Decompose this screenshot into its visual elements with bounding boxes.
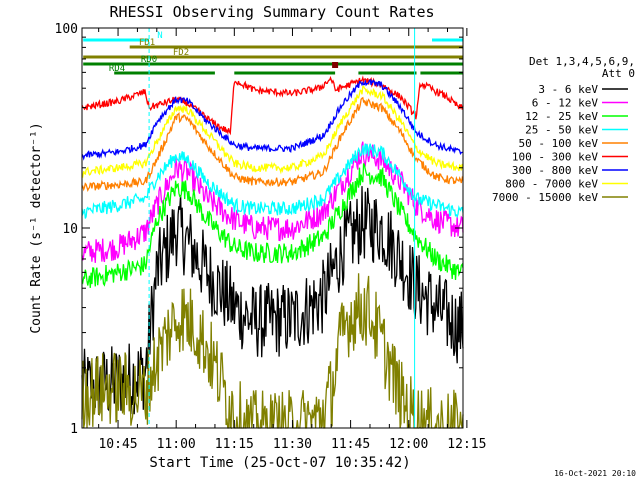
x-tick-label: 11:00 — [157, 437, 196, 452]
flag-marker — [332, 62, 339, 68]
x-axis-label: Start Time (25-Oct-07 10:35:42) — [149, 455, 410, 471]
series-7000-15000-kev-line — [81, 273, 464, 430]
series-300-800-kev-line — [81, 78, 464, 161]
x-tick-label: 10:45 — [98, 437, 137, 452]
flag-label-rd4: RD4 — [109, 64, 125, 74]
axes: 10:45 11:00 11:15 11:30 11:45 12:00 12:15 1 10 10… — [55, 22, 487, 452]
series-6-12-kev-line — [81, 141, 464, 263]
chart-title: RHESSI Observing Summary Count Rates — [109, 3, 434, 21]
y-tick-label: 10 — [62, 222, 78, 237]
legend-label-25-50-kev: 25 - 50 keV — [525, 124, 598, 137]
legend-label-300-800-kev: 300 - 800 keV — [512, 164, 598, 177]
legend-label-7000-15000-kev: 7000 - 15000 keV — [492, 191, 598, 204]
x-tick-label: 11:30 — [273, 437, 312, 452]
series-800-7000-kev-line — [81, 85, 464, 179]
legend-label-6-12-kev: 6 - 12 keV — [532, 97, 599, 110]
legend-label-3-6-kev: 3 - 6 keV — [538, 83, 598, 96]
series-50-100-kev-line — [81, 96, 464, 192]
flag-label-n: N — [157, 31, 162, 41]
flag-label-fd1: FD1 — [139, 38, 155, 48]
y-axis-label: Count Rate (s⁻¹ detector⁻¹) — [29, 122, 44, 333]
series-25-50-kev-line — [81, 143, 464, 219]
x-tick-label: 12:00 — [389, 437, 428, 452]
y-tick-label: 100 — [55, 22, 78, 37]
legend-header-line1: Det 1,3,4,5,6,9, — [529, 55, 635, 68]
flag-label-fd2: FD2 — [173, 48, 189, 58]
legend-label-50-100-kev: 50 - 100 keV — [519, 137, 599, 150]
legend-header-line2: Att 0 — [602, 67, 635, 80]
series-100-300-kev-line — [81, 75, 464, 136]
series-layer — [81, 75, 464, 430]
x-tick-label: 11:15 — [215, 437, 254, 452]
footer-date: 16-Oct-2021 20:10 — [554, 469, 636, 478]
legend-label-12-25-kev: 12 - 25 keV — [525, 110, 598, 123]
x-tick-label: 12:15 — [447, 437, 486, 452]
x-tick-label: 11:45 — [331, 437, 370, 452]
series-3-6-kev-line — [81, 186, 464, 415]
legend-label-800-7000-kev: 800 - 7000 keV — [505, 178, 598, 191]
y-tick-label: 1 — [70, 422, 78, 437]
series-12-25-kev-line — [81, 163, 464, 288]
legend-label-100-300-kev: 100 - 300 keV — [512, 151, 598, 164]
